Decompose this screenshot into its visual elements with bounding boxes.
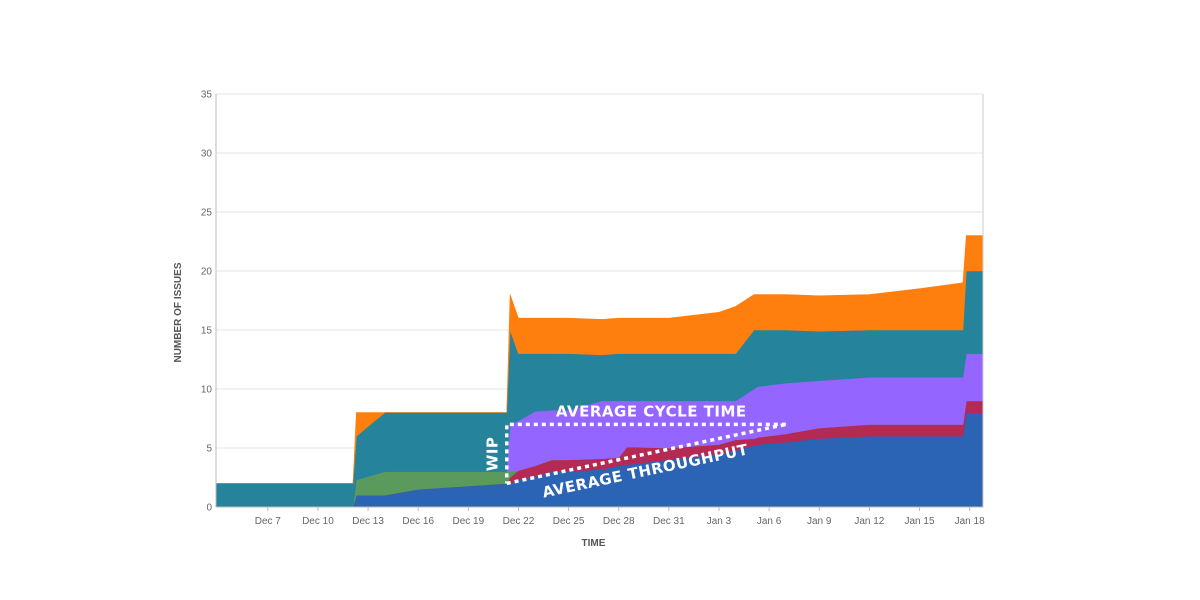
- wip-label: WIP: [484, 437, 502, 472]
- x-tick-label: Jan 6: [757, 516, 782, 527]
- average-cycle-time-label: AVERAGE CYCLE TIME: [556, 402, 747, 420]
- y-tick-label: 25: [201, 208, 213, 219]
- y-tick-labels: 0 5 10 15 20 25 30 35: [201, 90, 213, 514]
- y-tick-label: 35: [201, 90, 213, 101]
- x-tick-label: Jan 12: [854, 516, 884, 527]
- y-tick-label: 10: [201, 385, 213, 396]
- x-tick-label: Dec 16: [402, 516, 434, 527]
- y-tick-label: 0: [206, 503, 212, 514]
- x-tick-label: Dec 22: [503, 516, 535, 527]
- x-tick-label: Dec 25: [553, 516, 585, 527]
- x-tick-label: Dec 13: [352, 516, 384, 527]
- x-tick-label: Dec 31: [653, 516, 685, 527]
- x-tick-label: Jan 9: [807, 516, 832, 527]
- y-tick-label: 30: [201, 149, 213, 160]
- stacked-areas: [215, 235, 984, 508]
- axes: [215, 94, 984, 508]
- x-tick-label: Dec 28: [603, 516, 635, 527]
- y-tick-label: 15: [201, 326, 213, 337]
- x-tick-label: Jan 18: [955, 516, 985, 527]
- y-axis-title: NUMBER OF ISSUES: [173, 262, 184, 362]
- x-tick-label: Jan 15: [904, 516, 934, 527]
- y-tick-label: 5: [206, 444, 212, 455]
- x-tick-label: Dec 7: [255, 516, 282, 527]
- x-tick-labels: Dec 7 Dec 10 Dec 13 Dec 16 Dec 19 Dec 22 Dec 2…: [255, 507, 985, 527]
- x-tick-label: Dec 10: [302, 516, 334, 527]
- y-tick-label: 20: [201, 267, 213, 278]
- x-tick-label: Dec 19: [452, 516, 484, 527]
- x-tick-label: Jan 3: [707, 516, 732, 527]
- x-axis-title: TIME: [582, 538, 606, 549]
